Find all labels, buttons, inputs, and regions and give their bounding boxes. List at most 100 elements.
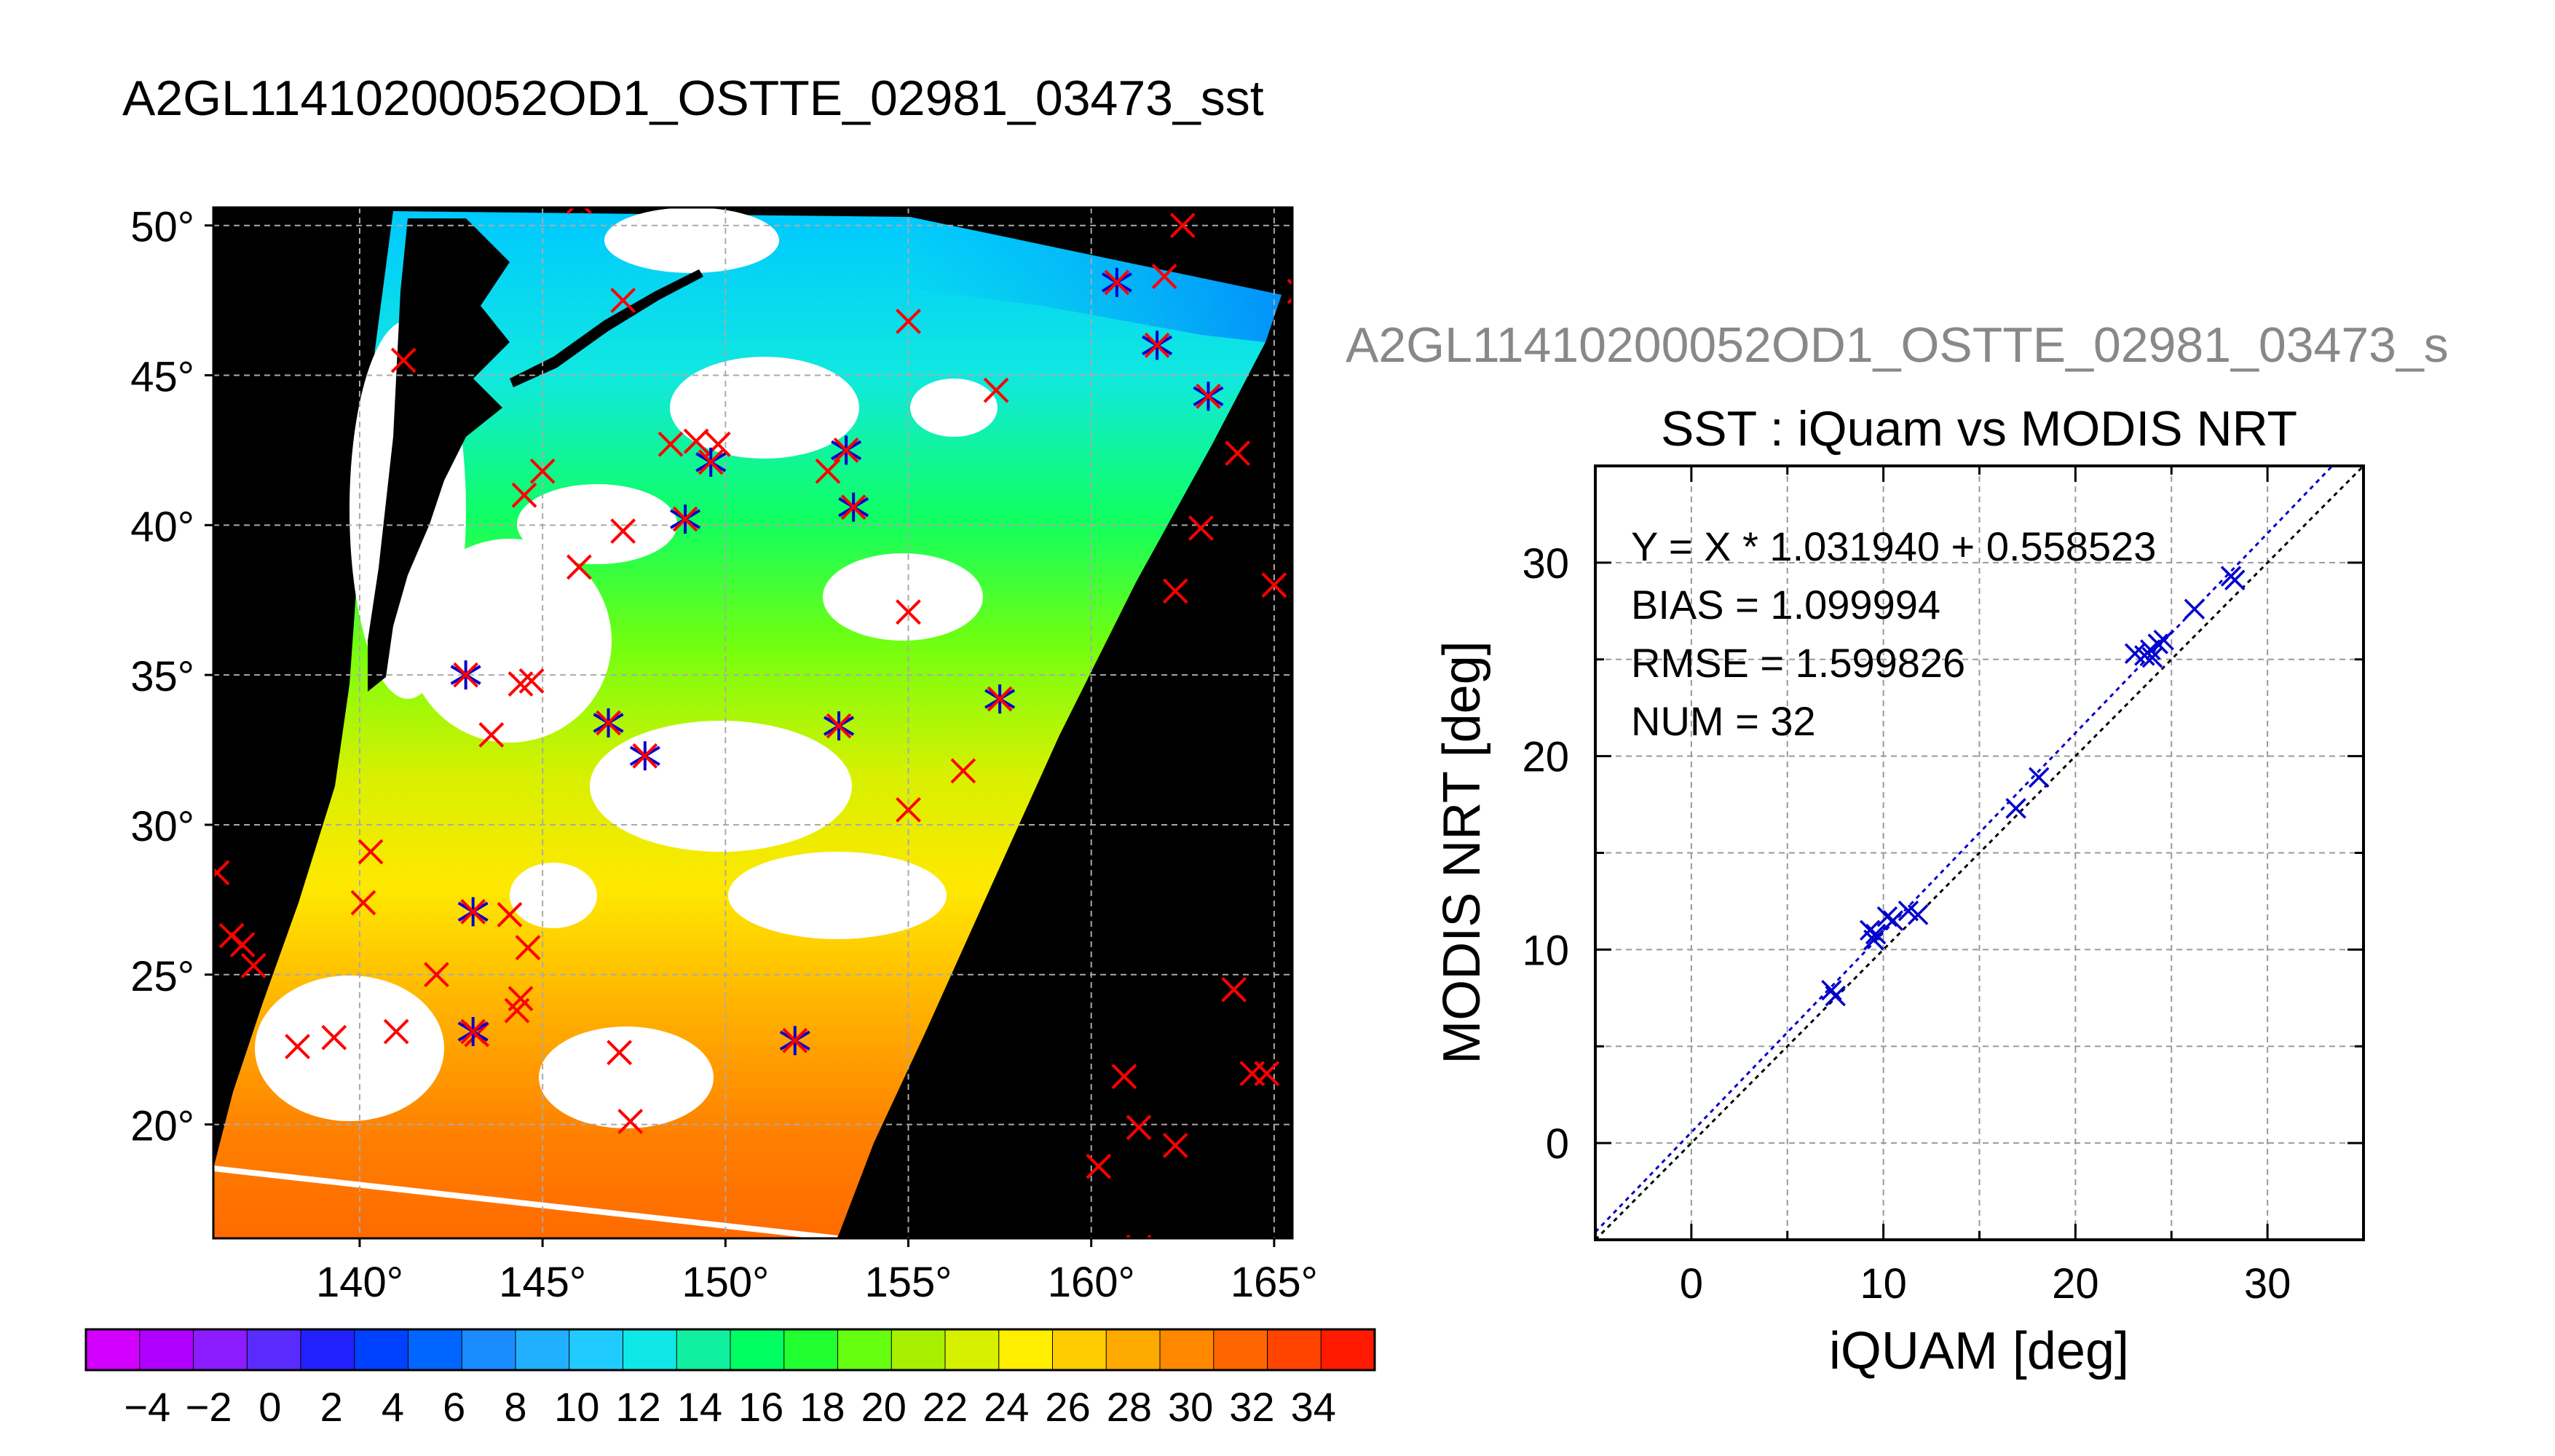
matchup-marker — [518, 668, 545, 694]
matchup-marker — [1188, 515, 1214, 541]
stats-annotations: Y = X * 1.031940 + 0.558523 BIAS = 1.099… — [1631, 523, 2156, 744]
matchup-marker — [1111, 1064, 1137, 1090]
colorbar-cell — [1267, 1329, 1322, 1371]
x-tick-label: 0 — [1680, 1260, 1703, 1307]
scatter-point — [1882, 910, 1904, 931]
matchup-marker — [987, 686, 1013, 712]
matchup-marker — [1221, 976, 1247, 1002]
colorbar-cell — [246, 1329, 301, 1371]
colorbar-tick-label: 28 — [1107, 1384, 1152, 1430]
colorbar-tick-label: 34 — [1291, 1384, 1336, 1430]
matchup-marker — [424, 962, 449, 988]
colorbar-tick-label: −4 — [124, 1384, 170, 1430]
main-title: A2GL11410200052OD1_OSTTE_02981_03473_sst — [122, 71, 1264, 126]
lat-tick-label: 35° — [130, 653, 194, 700]
scatter-point — [1863, 929, 1884, 951]
colorbar-cell — [139, 1329, 194, 1371]
latitude-labels: 50° 45° 40° 35° 30° 25° 20° — [130, 204, 194, 1150]
matchup-marker — [896, 309, 921, 334]
sst-map: 50° 45° 40° 35° 30° 25° 20° 140° 145° 150° 155° 16… — [130, 204, 1318, 1306]
swath-edge — [213, 1166, 838, 1238]
regression-equation: Y = X * 1.031940 + 0.558523 — [1631, 523, 2156, 569]
x-tick-label: 20 — [2052, 1260, 2099, 1307]
matchup-marker — [833, 438, 859, 463]
colorbar-cell — [998, 1329, 1054, 1371]
scatter-point — [1865, 923, 1887, 945]
scatter-plot: A2GL11410200052OD1_OSTTE_02981_03473_s S… — [1346, 317, 2449, 1380]
matchup-marker — [350, 890, 376, 916]
matchup-marker — [1225, 440, 1251, 466]
colorbar-tick-label: 12 — [615, 1384, 660, 1430]
colorbar-cell — [461, 1329, 516, 1371]
lon-tick-label: 140° — [316, 1259, 403, 1306]
matchup-marker — [826, 713, 852, 739]
matchup-marker — [358, 839, 384, 865]
matchup-marker — [896, 599, 921, 625]
matchup-marker — [285, 1034, 310, 1059]
scatter-point — [1825, 985, 1846, 1007]
colorbar-cell — [300, 1329, 355, 1371]
colorbar-tick-label: 4 — [382, 1384, 404, 1430]
matchup-marker — [1151, 264, 1177, 290]
lon-tick-label: 145° — [499, 1259, 586, 1306]
matchup-marker — [896, 796, 921, 823]
matchup-marker — [460, 1018, 486, 1045]
colorbar-tick-label: 2 — [320, 1384, 343, 1430]
scatter-point — [2141, 646, 2163, 668]
matchup-marker — [460, 898, 486, 925]
y-tick-label: 20 — [1522, 734, 1569, 781]
scatter-point — [1907, 904, 1929, 925]
colorbar-cell — [354, 1329, 409, 1371]
colorbar-cell — [623, 1329, 678, 1371]
colorbar-tick-label: 30 — [1168, 1384, 1213, 1430]
matchup-marker — [1196, 383, 1221, 409]
colorbar-cell — [408, 1329, 463, 1371]
matchup-marker — [1261, 572, 1287, 598]
matchup-marker — [698, 449, 724, 475]
one-to-one-line — [1595, 466, 2364, 1240]
scatter-point — [2224, 569, 2246, 591]
scatter-title: SST : iQuam vs MODIS NRT — [1661, 401, 2297, 456]
colorbar-cell — [193, 1329, 248, 1371]
matchup-marker — [815, 458, 841, 484]
matchup-marker — [657, 431, 684, 457]
matchup-marker — [566, 554, 592, 580]
matchup-marker — [515, 935, 541, 961]
colorbar-cell — [515, 1329, 570, 1371]
matchup-marker — [782, 1027, 808, 1053]
matchup-marker — [1126, 1115, 1152, 1141]
matchup-marker — [840, 494, 866, 521]
matchup-marker — [610, 288, 636, 314]
matchup-marker — [1144, 332, 1170, 358]
scatter-point — [2029, 767, 2050, 788]
matchup-marker — [321, 1024, 347, 1051]
lon-tick-label: 155° — [865, 1259, 952, 1306]
colorbar-tick-label: 14 — [677, 1384, 722, 1430]
matchup-marker — [596, 710, 621, 736]
colorbar-cell — [1159, 1329, 1215, 1371]
colorbar-tick-label: −2 — [186, 1384, 232, 1430]
colorbar-cell — [85, 1329, 141, 1371]
colorbar-tick-label: 24 — [984, 1384, 1029, 1430]
colorbar-tick-label: 22 — [923, 1384, 968, 1430]
matchup-marker — [607, 1040, 633, 1066]
colorbar-tick-label: 8 — [504, 1384, 526, 1430]
colorbar-cell — [783, 1329, 839, 1371]
scatter-point — [2184, 598, 2205, 620]
matchup-marker — [1162, 578, 1188, 604]
matchup-marker — [478, 722, 505, 748]
matchup-marker — [240, 953, 266, 978]
matchup-marker — [950, 758, 976, 784]
matchup-marker — [617, 1109, 644, 1134]
matchup-marker — [529, 458, 556, 484]
scatter-point — [1821, 979, 1842, 1001]
scatter-point — [2005, 798, 2026, 819]
scatter-points — [1821, 566, 2246, 1007]
regression-line — [1595, 466, 2334, 1233]
colorbar-cell — [676, 1329, 731, 1371]
sst-colorbar: −4 −2 0 2 4 6 8 10 12 14 16 18 20 22 24 26 28 30 32 34 — [84, 1328, 1376, 1430]
matchup-marker — [453, 662, 479, 688]
matchup-marker — [632, 743, 658, 769]
colorbar-tick-label: 10 — [554, 1384, 599, 1430]
